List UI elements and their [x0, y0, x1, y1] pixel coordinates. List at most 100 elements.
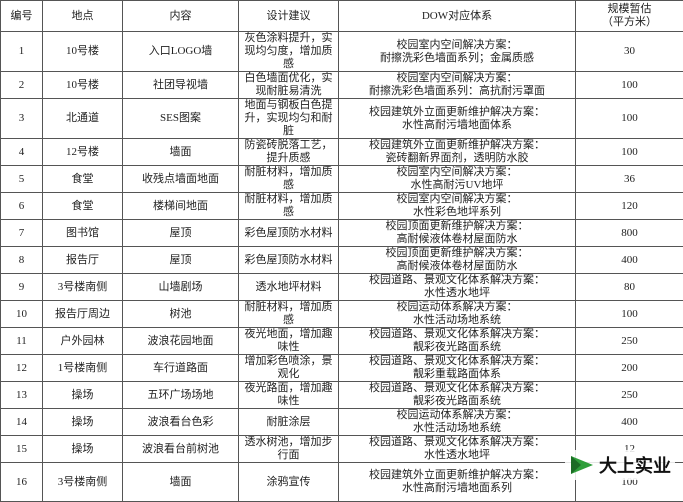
table-cell: 16: [1, 463, 43, 502]
cell-line: 靓彩夜光路面系统: [342, 395, 572, 408]
table-cell: 波浪看台色彩: [123, 409, 239, 436]
table-cell: 操场: [43, 382, 123, 409]
header-cell: 设计建议: [239, 1, 339, 32]
table-cell: 5: [1, 166, 43, 193]
table-cell: 社团导视墙: [123, 72, 239, 99]
cell-line: 校园运动体系解决方案：: [342, 301, 572, 314]
table-cell: 250: [576, 328, 683, 355]
table-cell: 3: [1, 99, 43, 139]
table-cell: 校园运动体系解决方案：水性活动场地系统: [339, 409, 576, 436]
table-cell: 14: [1, 409, 43, 436]
table-cell: 10号楼: [43, 72, 123, 99]
table-cell: 100: [576, 301, 683, 328]
table-cell: 楼梯间地面: [123, 193, 239, 220]
cell-line: 校园建筑外立面更新维护解决方案：: [342, 469, 572, 482]
table-cell: 4: [1, 139, 43, 166]
cell-line: 校园道路、景观文化体系解决方案：: [342, 274, 572, 287]
table-cell: 15: [1, 436, 43, 463]
table-cell: 2: [1, 72, 43, 99]
table-cell: 80: [576, 274, 683, 301]
table-cell: 入口LOGO墙: [123, 32, 239, 72]
table-cell: 7: [1, 220, 43, 247]
table-cell: 食堂: [43, 166, 123, 193]
cell-line: 校园道路、景观文化体系解决方案：: [342, 355, 572, 368]
table-cell: 山墙剧场: [123, 274, 239, 301]
table-cell: 1: [1, 32, 43, 72]
header-cell: 编号: [1, 1, 43, 32]
table-cell: 6: [1, 193, 43, 220]
table-cell: SES图案: [123, 99, 239, 139]
cell-line: 水性彩色地坪系列: [342, 206, 572, 219]
cell-line: 耐擦洗彩色墙面系列：高抗耐污罩面: [342, 85, 572, 98]
table-cell: 操场: [43, 409, 123, 436]
table-cell: 100: [576, 139, 683, 166]
header-cell: 内容: [123, 1, 239, 32]
logo: 大上实业: [565, 450, 675, 480]
header-cell: 规模暂估（平方米）: [576, 1, 683, 32]
table-cell: 校园道路、景观文化体系解决方案：靓彩夜光路面系统: [339, 328, 576, 355]
cell-line: 水性活动场地系统: [342, 422, 572, 435]
table-cell: 报告厅周边: [43, 301, 123, 328]
table-cell: 耐脏涂层: [239, 409, 339, 436]
table-cell: 400: [576, 247, 683, 274]
cell-line: 水性高耐污UV地坪: [342, 179, 572, 192]
table-cell: 报告厅: [43, 247, 123, 274]
cell-line: 校园顶面更新维护解决方案：: [342, 247, 572, 260]
table-cell: 校园室内空间解决方案：耐擦洗彩色墙面系列；金属质感: [339, 32, 576, 72]
table-cell: 北通道: [43, 99, 123, 139]
table-cell: 车行道路面: [123, 355, 239, 382]
cell-line: 校园室内空间解决方案：: [342, 166, 572, 179]
table-cell: 100: [576, 99, 683, 139]
logo-icon: [569, 454, 595, 476]
table-cell: 400: [576, 409, 683, 436]
table-cell: 校园顶面更新维护解决方案：高耐候液体卷材屋面防水: [339, 220, 576, 247]
table-cell: 校园顶面更新维护解决方案：高耐候液体卷材屋面防水: [339, 247, 576, 274]
table-cell: 地面与钢板白色提升，实现均匀和耐脏: [239, 99, 339, 139]
table-cell: 120: [576, 193, 683, 220]
table-cell: 校园室内空间解决方案：水性高耐污UV地坪: [339, 166, 576, 193]
table-cell: 防瓷砖脱落工艺，提升质感: [239, 139, 339, 166]
table-cell: 波浪看台前树池: [123, 436, 239, 463]
cell-line: 水性高耐污墙地面系列: [342, 482, 572, 495]
table-cell: 树池: [123, 301, 239, 328]
table-cell: 校园室内空间解决方案：耐擦洗彩色墙面系列：高抗耐污罩面: [339, 72, 576, 99]
table-cell: 透水树池，增加步行面: [239, 436, 339, 463]
cell-line: 校园室内空间解决方案：: [342, 72, 572, 85]
table-cell: 13: [1, 382, 43, 409]
table-cell: 校园建筑外立面更新维护解决方案：水性高耐污墙地面体系: [339, 99, 576, 139]
cell-line: 高耐候液体卷材屋面防水: [342, 233, 572, 246]
table-cell: 1号楼南侧: [43, 355, 123, 382]
cell-line: 校园道路、景观文化体系解决方案：: [342, 436, 572, 449]
table-cell: 12号楼: [43, 139, 123, 166]
table-cell: 耐脏材料，增加质感: [239, 193, 339, 220]
table-cell: 图书馆: [43, 220, 123, 247]
table-cell: 200: [576, 355, 683, 382]
header-cell: 地点: [43, 1, 123, 32]
table-cell: 屋顶: [123, 220, 239, 247]
cell-line: 水性透水地坪: [342, 287, 572, 300]
table-cell: 五环广场场地: [123, 382, 239, 409]
table-cell: 校园运动体系解决方案：水性活动场地系统: [339, 301, 576, 328]
cell-line: 校园建筑外立面更新维护解决方案：: [342, 139, 572, 152]
table-cell: 9: [1, 274, 43, 301]
table-cell: 3号楼南侧: [43, 463, 123, 502]
table-cell: 耐脏材料，增加质感: [239, 301, 339, 328]
table-cell: 校园道路、景观文化体系解决方案：水性透水地坪: [339, 436, 576, 463]
cell-line: 水性透水地坪: [342, 449, 572, 462]
table-cell: 校园道路、景观文化体系解决方案：水性透水地坪: [339, 274, 576, 301]
table-cell: 36: [576, 166, 683, 193]
table-cell: 操场: [43, 436, 123, 463]
cell-line: 校园道路、景观文化体系解决方案：: [342, 328, 572, 341]
